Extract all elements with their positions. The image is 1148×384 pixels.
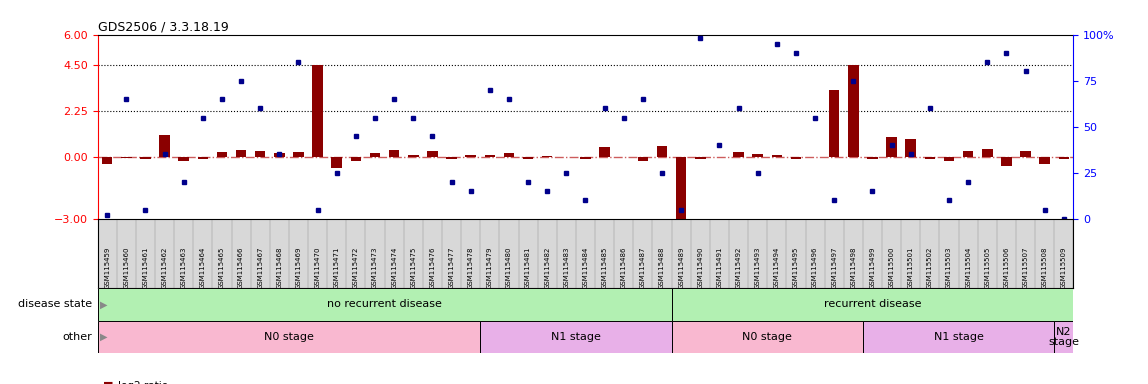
Bar: [255, 151, 265, 157]
Bar: [672, 321, 863, 353]
Bar: [140, 157, 150, 159]
Bar: [1058, 157, 1069, 159]
Bar: [504, 153, 514, 157]
Bar: [1021, 151, 1031, 157]
Bar: [160, 135, 170, 157]
Bar: [791, 157, 801, 159]
Bar: [771, 156, 782, 157]
Text: GDS2506 / 3.3.18.19: GDS2506 / 3.3.18.19: [98, 20, 228, 33]
Bar: [447, 157, 457, 159]
Text: other: other: [62, 332, 92, 342]
Bar: [867, 157, 878, 159]
Bar: [98, 288, 672, 321]
Bar: [332, 157, 342, 168]
Bar: [657, 146, 667, 157]
Bar: [408, 156, 419, 157]
Bar: [102, 157, 113, 164]
Bar: [217, 152, 227, 157]
Bar: [695, 157, 706, 159]
Bar: [734, 152, 744, 157]
Bar: [676, 157, 687, 223]
Bar: [350, 157, 362, 161]
Bar: [863, 321, 1054, 353]
Bar: [637, 157, 649, 161]
Bar: [1001, 157, 1011, 166]
Text: log2 ratio: log2 ratio: [118, 381, 169, 384]
Text: N0 stage: N0 stage: [743, 332, 792, 342]
Bar: [465, 156, 476, 157]
Bar: [235, 150, 247, 157]
Bar: [924, 157, 936, 159]
Text: no recurrent disease: no recurrent disease: [327, 299, 442, 310]
Bar: [580, 157, 591, 159]
Text: ▶: ▶: [100, 299, 108, 310]
Bar: [1039, 157, 1050, 164]
Bar: [484, 156, 495, 157]
Bar: [274, 153, 285, 157]
Bar: [886, 137, 897, 157]
Text: N2
stage: N2 stage: [1048, 327, 1079, 346]
Bar: [293, 152, 304, 157]
Text: N0 stage: N0 stage: [264, 332, 313, 342]
Bar: [906, 139, 916, 157]
Text: ▶: ▶: [100, 332, 108, 342]
Bar: [389, 150, 400, 157]
Bar: [1054, 321, 1073, 353]
Bar: [312, 65, 323, 157]
Bar: [848, 65, 859, 157]
Text: N1 stage: N1 stage: [933, 332, 984, 342]
Bar: [944, 157, 954, 161]
Bar: [752, 154, 763, 157]
Bar: [121, 157, 132, 159]
Bar: [522, 157, 534, 159]
Bar: [672, 288, 1073, 321]
Bar: [98, 321, 480, 353]
Bar: [542, 156, 552, 157]
Text: disease state: disease state: [17, 299, 92, 310]
Text: recurrent disease: recurrent disease: [824, 299, 921, 310]
Bar: [480, 321, 672, 353]
Bar: [599, 147, 610, 157]
Bar: [370, 153, 380, 157]
Bar: [427, 151, 437, 157]
Bar: [197, 157, 208, 159]
Bar: [982, 149, 993, 157]
Text: N1 stage: N1 stage: [551, 332, 600, 342]
Bar: [178, 157, 189, 161]
Bar: [829, 90, 839, 157]
Bar: [963, 151, 974, 157]
Text: ■: ■: [103, 381, 114, 384]
